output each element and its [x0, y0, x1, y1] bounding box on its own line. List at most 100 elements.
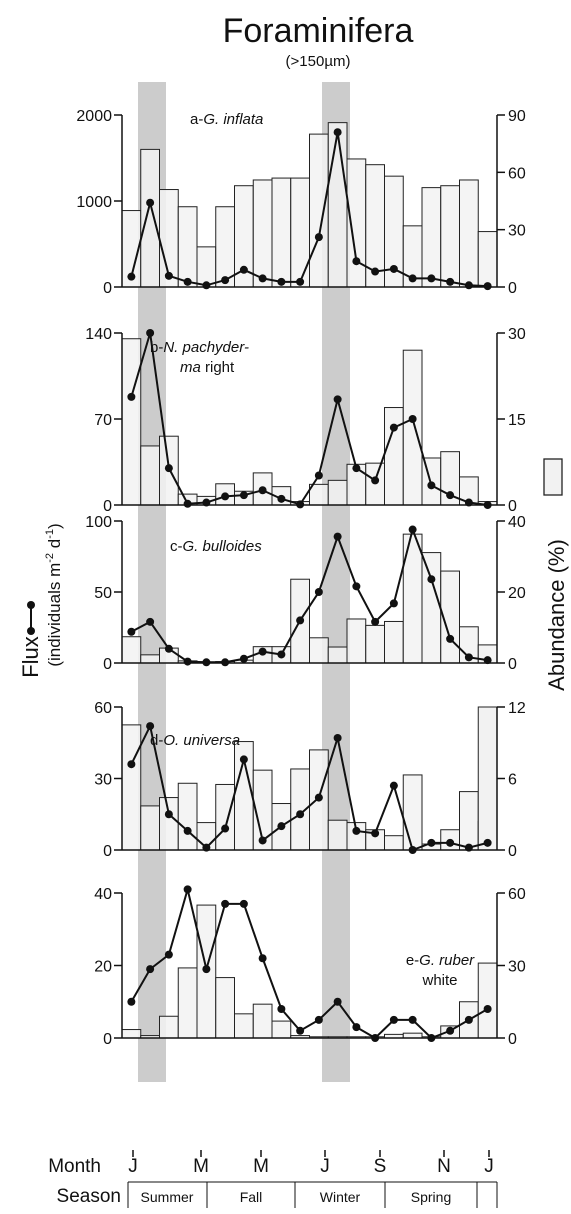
abundance-bar	[140, 148, 160, 288]
abundance-bar	[271, 1020, 292, 1039]
flux-point	[296, 1026, 305, 1035]
left-tick-label: 0	[103, 280, 112, 297]
abundance-bar	[140, 445, 160, 506]
flux-point	[333, 128, 342, 137]
flux-point	[239, 899, 248, 908]
flux-point	[464, 653, 473, 662]
flux-point	[183, 277, 192, 286]
flux-point	[446, 634, 455, 643]
panel-label: e-G. ruber	[406, 952, 475, 969]
flux-point	[146, 329, 155, 337]
flux-point	[183, 499, 192, 508]
flux-point	[483, 501, 492, 509]
abundance-bar	[327, 479, 348, 506]
season-label: Summer	[141, 1189, 194, 1205]
panel-label: b-N. pachyder-	[150, 339, 249, 356]
panel-a: 0 1000 2000 0 30 60 90 a-G. inflata	[76, 108, 525, 297]
abundance-bar	[421, 552, 442, 664]
right-tick-label: 30	[508, 223, 526, 240]
month-tick-label: J	[128, 1156, 138, 1177]
flux-point	[371, 476, 380, 485]
month-row-label: Month	[48, 1156, 101, 1177]
right-axis-abundance-label: Abundance (%)	[544, 539, 569, 691]
flux-point	[427, 481, 436, 490]
flux-point	[408, 274, 417, 283]
left-tick-label: 20	[94, 959, 112, 976]
abundance-bar	[477, 231, 498, 288]
flux-point	[371, 267, 380, 276]
flux-point	[446, 838, 455, 847]
flux-point	[296, 616, 305, 625]
flux-point	[146, 617, 155, 626]
flux-point	[202, 498, 211, 507]
abundance-bar	[177, 782, 198, 851]
right-tick-label: 90	[508, 108, 526, 125]
abundance-bar	[140, 654, 160, 664]
flux-point	[221, 492, 230, 501]
abundance-bar	[121, 636, 142, 664]
left-tick-label: 0	[103, 656, 112, 673]
flux-point	[371, 1034, 380, 1042]
flux-point	[314, 1015, 323, 1024]
panel-d: 0 30 60 0 6 12 d-O. universa	[94, 700, 526, 860]
flux-point	[127, 627, 136, 636]
flux-point	[408, 846, 417, 854]
flux-point	[464, 1015, 473, 1024]
flux-point	[221, 276, 230, 285]
flux-point	[127, 272, 136, 281]
left-tick-label: 0	[103, 1031, 112, 1048]
flux-point	[483, 838, 492, 847]
flux-point	[202, 658, 211, 667]
flux-point	[408, 1015, 417, 1024]
flux-point	[277, 650, 286, 659]
left-tick-label: 0	[103, 498, 112, 515]
abundance-bar	[252, 179, 273, 288]
season-row-label: Season	[57, 1186, 121, 1207]
flux-point	[258, 647, 267, 656]
flux-point	[202, 965, 211, 974]
right-tick-label: 0	[508, 1031, 517, 1048]
abundance-bar	[327, 646, 348, 664]
abundance-bar	[384, 407, 404, 506]
abundance-bar	[215, 977, 235, 1039]
chart-subtitle: (>150µm)	[286, 53, 351, 70]
flux-point	[164, 271, 173, 280]
flux-point	[333, 395, 342, 404]
flux-point	[127, 760, 136, 769]
flux-point	[352, 257, 361, 266]
flux-point	[221, 658, 230, 667]
flux-point	[352, 826, 361, 835]
month-tick-label: J	[320, 1156, 330, 1177]
flux-legend-icon	[27, 601, 35, 635]
flux-point	[446, 1026, 455, 1035]
abundance-bar	[309, 133, 329, 288]
right-tick-label: 30	[508, 959, 526, 976]
panel-label: a-G. inflata	[190, 111, 263, 128]
chart-title: Foraminifera	[223, 12, 414, 50]
left-axis-title: Flux (individuals m-2 d-1)	[18, 523, 64, 677]
abundance-bar	[290, 177, 310, 288]
abundance-bar	[196, 246, 217, 288]
abundance-bar	[159, 1015, 179, 1039]
left-tick-label: 2000	[76, 108, 112, 125]
left-axis-units-label: (individuals m-2 d-1)	[44, 523, 64, 666]
flux-point	[314, 793, 323, 802]
right-tick-label: 40	[508, 514, 526, 531]
flux-point	[183, 885, 192, 894]
flux-point	[202, 843, 211, 852]
panel-label: d-O. universa	[150, 732, 240, 749]
abundance-bar	[477, 706, 498, 851]
month-tick-label: N	[437, 1156, 451, 1177]
flux-point	[333, 532, 342, 541]
left-tick-label: 40	[94, 886, 112, 903]
month-axis: Month J M M J S N J	[48, 1150, 494, 1177]
flux-point	[371, 617, 380, 626]
flux-point	[314, 471, 323, 480]
flux-point	[296, 500, 305, 509]
flux-point	[446, 277, 455, 286]
right-tick-label: 0	[508, 280, 517, 297]
season-label: Fall	[240, 1189, 263, 1205]
abundance-bar	[121, 724, 142, 851]
month-tick-label: M	[193, 1156, 209, 1177]
